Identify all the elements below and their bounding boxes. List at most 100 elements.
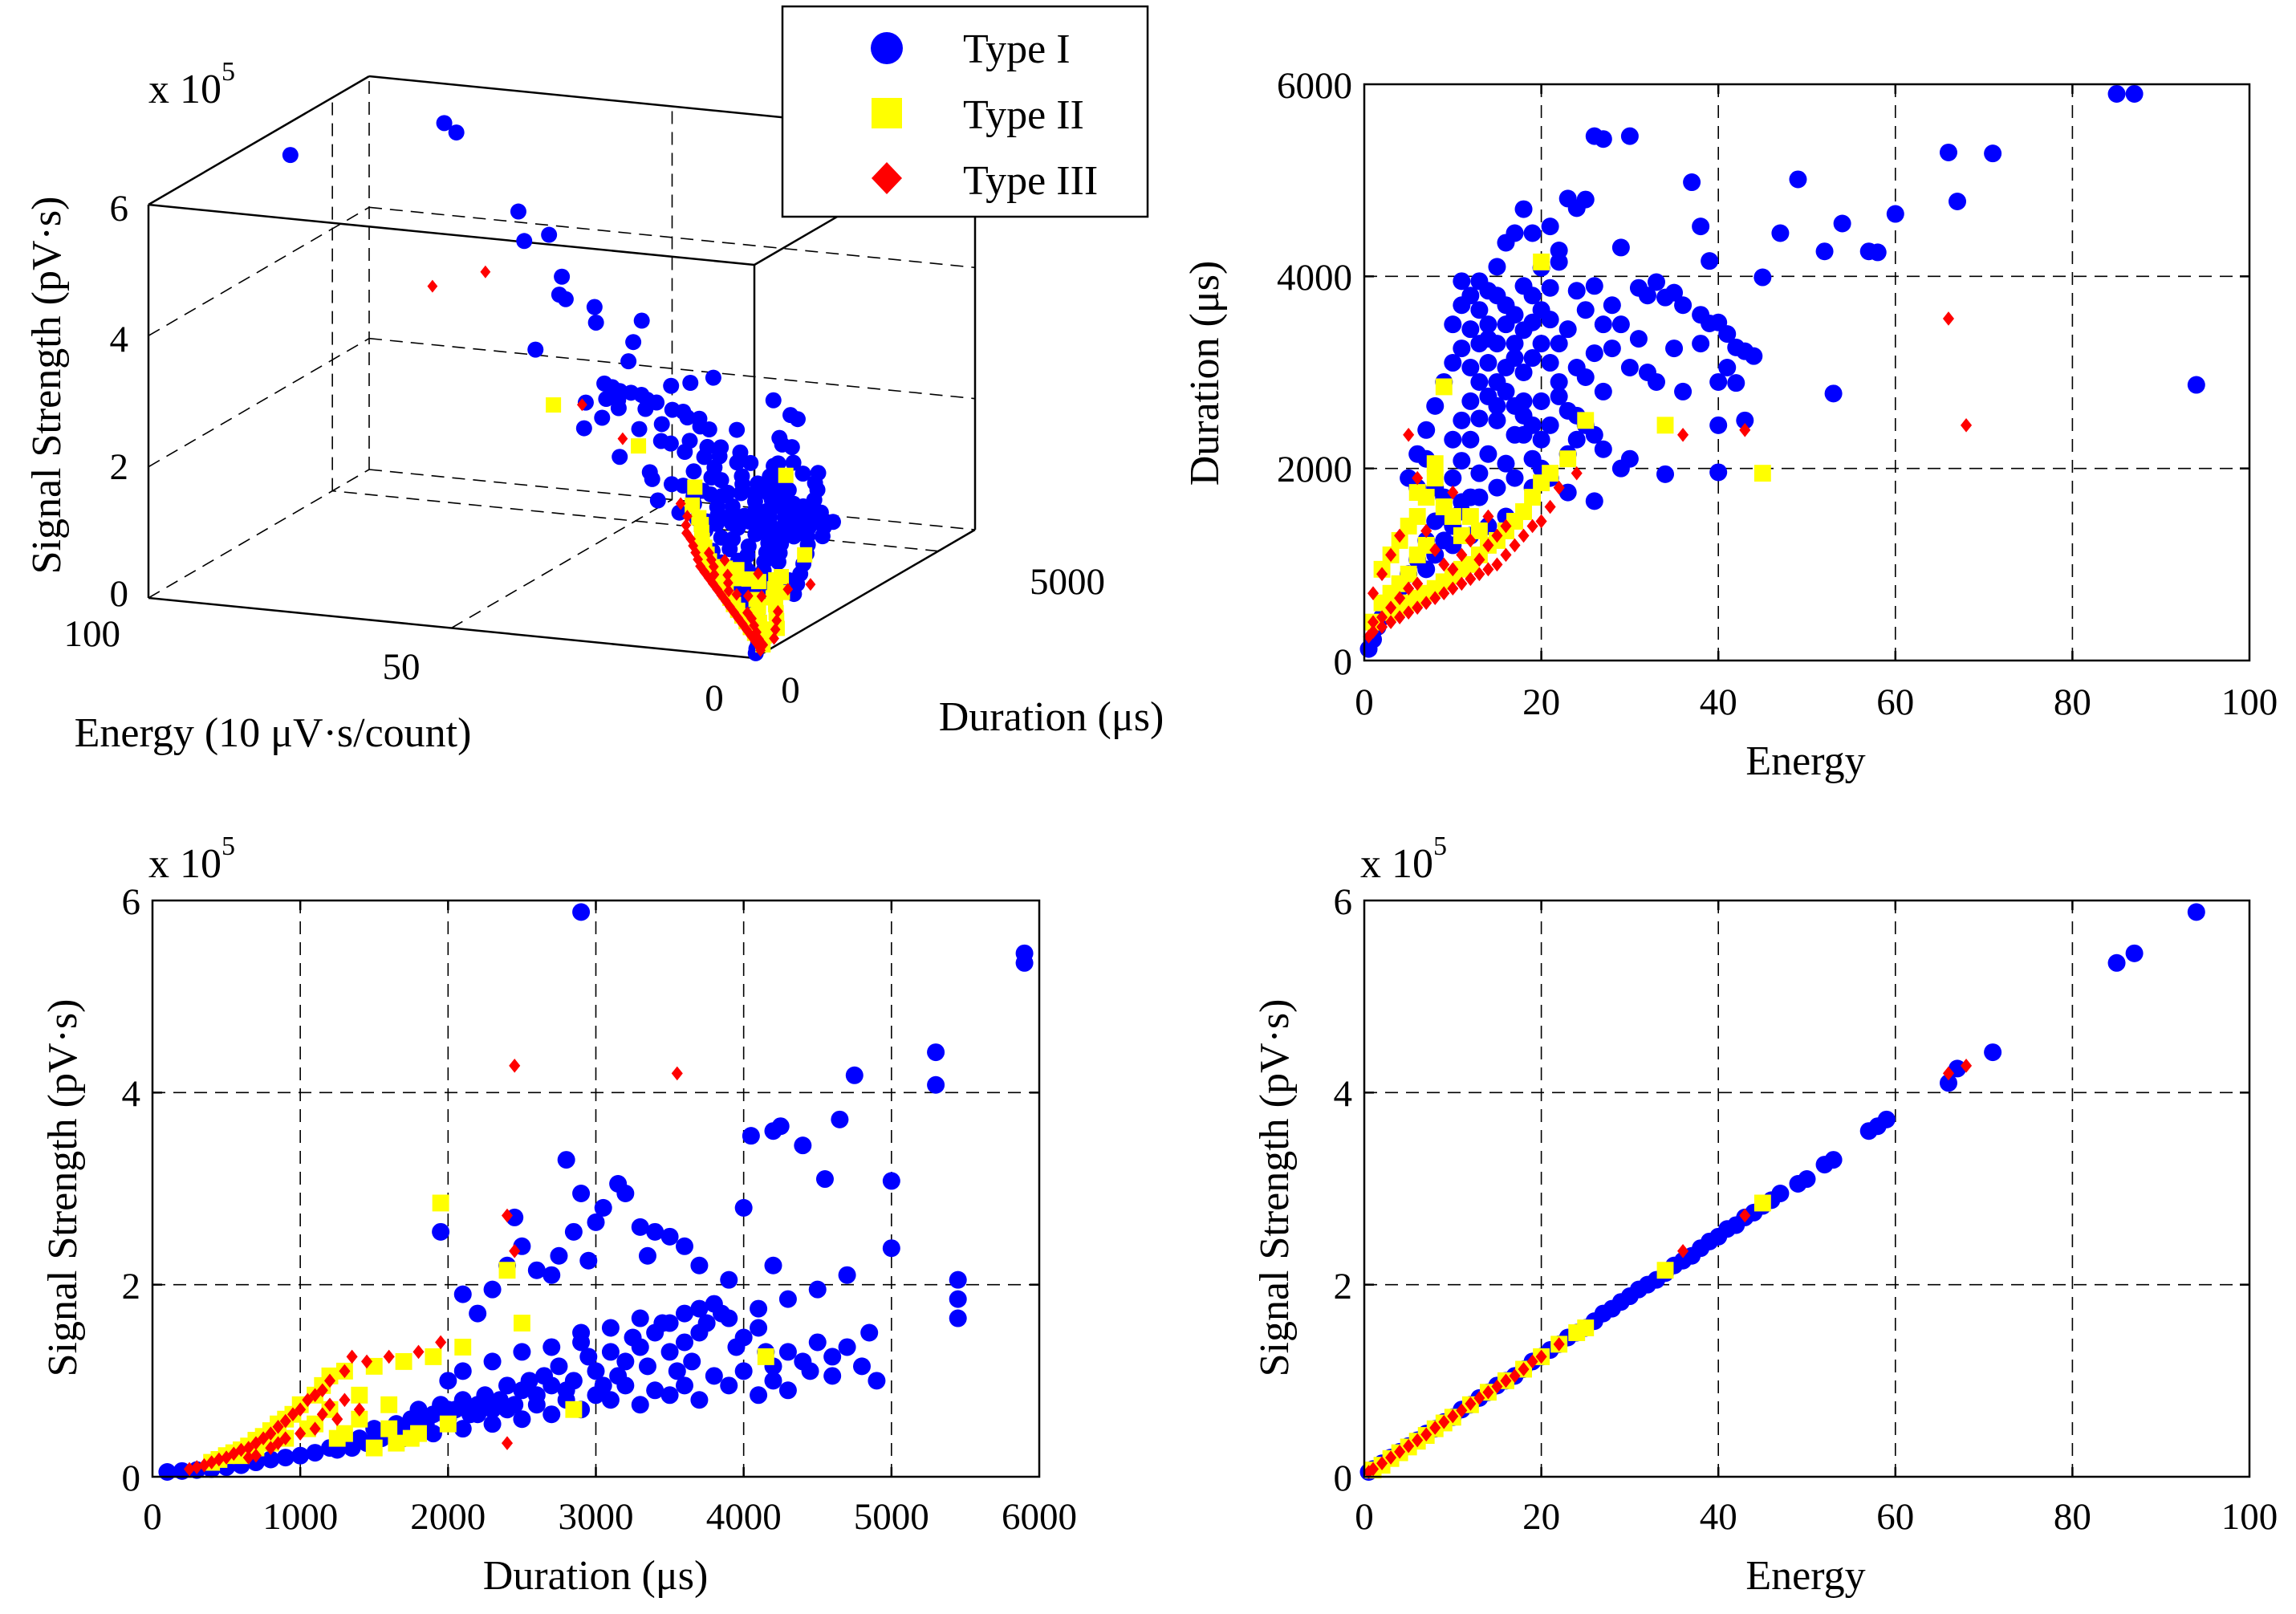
data-point-type2 — [1533, 474, 1550, 492]
data-point-type2 — [1656, 417, 1674, 434]
data-point-type3 — [1376, 610, 1388, 624]
data-point-type1 — [705, 1367, 723, 1385]
data-point-type1 — [734, 1362, 753, 1380]
data-point-type1 — [620, 353, 637, 370]
data-point-type1 — [527, 1396, 546, 1414]
data-point-type1 — [612, 449, 628, 465]
data-point-type1 — [765, 392, 782, 409]
y-tick-label: 2 — [122, 1266, 141, 1307]
data-point-type1 — [1656, 465, 1675, 483]
data-point-type2 — [631, 438, 647, 454]
data-point-type1 — [557, 1151, 575, 1169]
data-point-type3 — [1482, 562, 1494, 577]
data-point-type1 — [1692, 218, 1710, 236]
data-point-type1 — [732, 444, 749, 461]
data-point-type1 — [2187, 903, 2205, 921]
data-point-type1 — [1550, 335, 1568, 353]
data-point-type1 — [1859, 1122, 1878, 1140]
data-point-type3 — [1500, 547, 1512, 563]
data-point-type1 — [1444, 469, 1462, 487]
data-point-type2 — [1408, 546, 1426, 563]
data-point-type3 — [1385, 547, 1397, 563]
data-point-type2 — [328, 1429, 346, 1447]
data-point-type3 — [1491, 1379, 1503, 1394]
data-point-type1 — [1789, 170, 1807, 189]
data-point-type1 — [1417, 560, 1436, 579]
data-point-type3 — [1739, 1208, 1751, 1223]
data-point-type2 — [687, 479, 703, 495]
data-point-type3 — [1363, 1465, 1375, 1479]
data-point-type3 — [1367, 586, 1380, 601]
panel-duration-strength-ticks — [152, 901, 1039, 1477]
data-point-type1 — [808, 1333, 827, 1352]
data-point-type2 — [546, 397, 562, 413]
data-point-type3 — [1376, 1456, 1388, 1471]
data-point-type1 — [1576, 301, 1595, 319]
data-point-type3 — [1465, 533, 1477, 548]
data-point-type1 — [453, 1362, 472, 1380]
data-point-type3 — [1961, 1059, 1973, 1073]
data-point-type1 — [1594, 382, 1612, 400]
y-tick-label: 6000 — [1277, 65, 1352, 107]
data-point-type1 — [554, 268, 571, 285]
data-point-type1 — [860, 1323, 879, 1342]
z-tick-label: 0 — [110, 573, 129, 615]
data-point-type3 — [302, 1392, 314, 1408]
data-point-type1 — [1594, 315, 1612, 334]
data-point-type1 — [660, 1343, 679, 1361]
data-point-type1 — [601, 1343, 620, 1361]
data-point-type2 — [351, 1386, 368, 1404]
data-point-type1 — [1523, 287, 1542, 305]
data-point-type1 — [586, 299, 603, 315]
data-point-type1 — [949, 1270, 967, 1289]
data-point-type1 — [742, 1127, 760, 1145]
data-point-type3 — [1535, 1349, 1547, 1364]
data-point-type1 — [1506, 349, 1524, 368]
data-point-type1 — [1453, 411, 1471, 429]
data-point-type1 — [1647, 273, 1665, 291]
data-point-type1 — [701, 421, 717, 438]
x-tick-label: 60 — [1876, 681, 1914, 723]
data-point-type3 — [1961, 418, 1973, 433]
data-point-type1 — [557, 291, 574, 307]
data-point-type1 — [453, 1285, 472, 1303]
data-point-type3 — [1571, 465, 1583, 481]
data-point-type1 — [498, 1376, 516, 1395]
data-point-type3 — [1500, 1373, 1512, 1388]
y-tick-label: 4000 — [1277, 257, 1352, 299]
data-point-type1 — [1523, 416, 1542, 434]
data-point-type1 — [1611, 238, 1630, 257]
data-point-type1 — [1453, 493, 1471, 511]
x-axis-label: Energy — [1745, 738, 1865, 784]
data-point-type2 — [1470, 522, 1488, 539]
data-point-type1 — [448, 124, 465, 141]
data-point-type2 — [1461, 508, 1479, 525]
data-point-type2 — [513, 1315, 530, 1331]
data-point-type2 — [729, 562, 745, 578]
data-point-type3 — [427, 279, 438, 293]
data-point-type1 — [1939, 1074, 1957, 1092]
legend-label-type2: Type II — [963, 92, 1084, 138]
data-point-type1 — [1629, 330, 1648, 348]
x-tick-label: 1000 — [262, 1496, 338, 1538]
data-point-type1 — [541, 226, 558, 243]
plot-frame — [1363, 899, 2251, 1478]
data-point-type1 — [616, 1352, 635, 1371]
x-axis-label: Energy — [1745, 1553, 1865, 1599]
data-point-type1 — [1444, 354, 1462, 372]
data-point-type1 — [711, 448, 728, 465]
data-point-type3 — [1491, 528, 1503, 543]
panel-duration-strength-points — [158, 903, 1034, 1482]
data-point-type1 — [1567, 282, 1586, 300]
data-point-type1 — [1479, 330, 1497, 348]
data-point-type1 — [631, 1309, 649, 1327]
x-tick-label: 20 — [1522, 681, 1560, 723]
data-point-type1 — [158, 1463, 177, 1482]
data-point-type1 — [741, 513, 758, 530]
data-point-type3 — [1420, 596, 1432, 610]
data-point-type1 — [1541, 278, 1559, 297]
data-point-type1 — [1692, 306, 1710, 324]
data-point-type1 — [306, 1444, 324, 1462]
data-point-type1 — [676, 1376, 693, 1395]
panel-energy-duration-ticks — [1364, 84, 2249, 661]
